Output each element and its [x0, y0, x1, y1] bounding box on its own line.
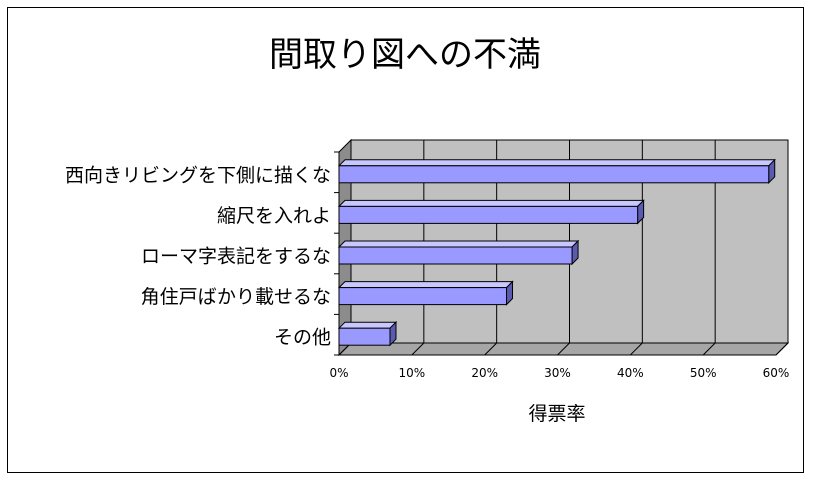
bar-front [338, 287, 508, 306]
x-tick-label: 30% [544, 366, 571, 380]
bar-top [337, 321, 398, 329]
x-tick-label: 60% [763, 366, 790, 380]
x-tick-label: 40% [617, 366, 644, 380]
floor-gridline [629, 342, 643, 356]
x-tick-label: 0% [329, 366, 348, 380]
bar [337, 280, 514, 306]
floor-gridline [484, 342, 498, 356]
bar [337, 239, 580, 266]
bar-front [338, 205, 639, 224]
category-label: その他 [274, 327, 331, 349]
bar [337, 320, 398, 347]
category-label: 西向きリビングを下側に描くな [65, 164, 331, 186]
floor-gridline [775, 342, 789, 356]
chart-title: 間取り図への不満 [269, 35, 541, 75]
x-tick-labels: 0% 10% 20% 30% 40% 50% 60% [329, 366, 789, 380]
category-label: ローマ字表記をするな [141, 246, 331, 268]
bar-top [337, 199, 645, 207]
x-tick-label: 10% [398, 366, 425, 380]
bar-top [337, 281, 514, 289]
category-labels: 西向きリビングを下側に描くな縮尺を入れよローマ字表記をするな角住戸ばかり載せるな… [65, 164, 331, 348]
bar [337, 199, 645, 225]
floor-gridline [702, 342, 716, 356]
bar [337, 158, 776, 185]
bar-front [338, 246, 573, 265]
x-axis-label: 得票率 [528, 403, 585, 425]
floor-gridline [557, 342, 570, 356]
bar-top [337, 159, 776, 167]
bar-front [338, 165, 770, 184]
category-label: 縮尺を入れよ [217, 205, 331, 227]
bars [337, 158, 776, 347]
x-tick-label: 50% [690, 366, 717, 380]
x-tick-label: 20% [471, 366, 498, 380]
floor-gridline [411, 342, 425, 356]
category-label: 角住戸ばかり載せるな [141, 286, 331, 308]
bar-front [338, 327, 391, 346]
bar-top [337, 240, 580, 248]
